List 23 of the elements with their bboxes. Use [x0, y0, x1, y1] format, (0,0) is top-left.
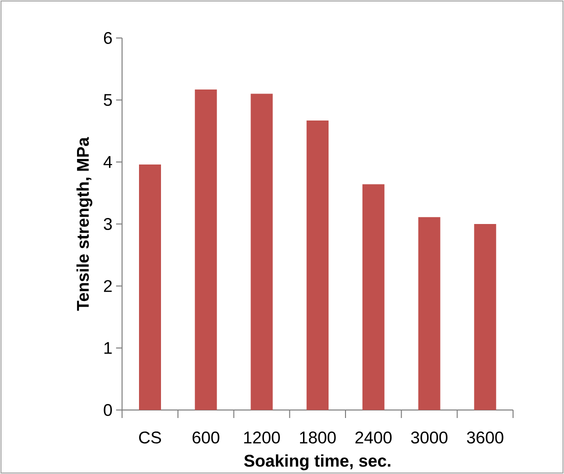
- x-tick-label: 1800: [300, 432, 336, 444]
- x-tick-label: 2400: [355, 432, 392, 444]
- y-tick-label: 3: [104, 218, 112, 230]
- x-tick-label: 3600: [466, 432, 504, 444]
- bar: [194, 89, 217, 410]
- bar: [250, 94, 273, 410]
- y-tick-label: 2: [104, 280, 112, 292]
- bar: [362, 184, 384, 410]
- bar: [418, 217, 440, 410]
- x-axis-title: Soaking time, sec.: [244, 454, 390, 470]
- bar: [474, 224, 496, 410]
- x-tick-label: 3000: [411, 432, 448, 444]
- y-tick-label: 1: [104, 342, 112, 354]
- bar: [306, 120, 329, 410]
- y-tick-label: 0: [104, 404, 112, 416]
- y-tick-label: 5: [104, 94, 112, 106]
- y-tick-label: 4: [104, 156, 112, 168]
- x-tick-label: 1200: [244, 432, 280, 444]
- bar: [139, 164, 162, 410]
- y-axis-title: Tensile strength, MPa: [76, 136, 92, 311]
- x-tick-label: CS: [139, 432, 161, 444]
- y-tick-label: 6: [104, 32, 112, 44]
- x-tick-label: 600: [192, 432, 220, 444]
